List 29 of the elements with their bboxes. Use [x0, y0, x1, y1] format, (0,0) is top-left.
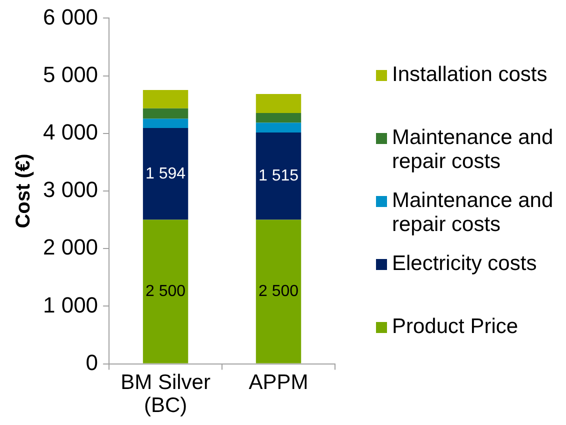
data-label: 1 594: [146, 165, 186, 182]
bar: [142, 118, 188, 128]
legend-label: Maintenance and repair costs: [392, 126, 554, 174]
x-tick-label: APPM: [248, 371, 308, 394]
y-tick-label: 0: [86, 350, 98, 375]
bar: [256, 112, 302, 123]
y-tick-label: 5 000: [42, 62, 98, 87]
legend-label: Product Price: [392, 315, 518, 339]
bar: [142, 220, 188, 364]
bar: [256, 122, 302, 133]
legend-label: Maintenance and repair costs: [392, 189, 554, 237]
y-tick-label: 4 000: [42, 119, 98, 144]
bar: [256, 220, 302, 364]
legend-label: Electricity costs: [392, 252, 537, 276]
x-tick-label: BM Silver (BC): [120, 371, 210, 418]
y-tick-label: 3 000: [42, 177, 98, 202]
bar: [142, 128, 188, 220]
data-label: 2 500: [146, 282, 186, 300]
y-tick-label: 6 000: [42, 4, 98, 30]
y-tick-label: 1 000: [42, 292, 98, 318]
data-label: 2 500: [258, 282, 299, 300]
y-tick-label: 2 000: [42, 234, 98, 260]
bar: [256, 132, 302, 220]
y-axis-title: Cost (€): [12, 154, 35, 228]
bar: [142, 108, 188, 119]
bar: [256, 94, 302, 113]
data-label: 1 515: [258, 168, 299, 185]
bar: [142, 90, 188, 108]
legend-label: Installation costs: [392, 63, 548, 87]
